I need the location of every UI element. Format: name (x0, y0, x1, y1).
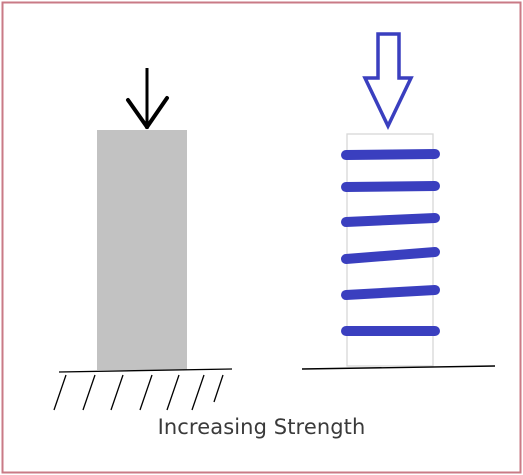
spiral-band (341, 285, 440, 300)
arrow-down-icon (126, 68, 169, 129)
caption: Increasing Strength (157, 415, 366, 439)
spiral-band (341, 247, 440, 264)
plain-column (97, 130, 187, 370)
spiral-reinforcement (341, 149, 440, 336)
ground-line (301, 365, 496, 370)
spiral-band (341, 149, 440, 160)
hollow-arrow-down-icon (362, 32, 414, 131)
spiral-band (341, 181, 440, 192)
reinforced-column-figure (301, 32, 496, 370)
spiral-band (341, 213, 440, 227)
plain-column-figure (53, 68, 233, 411)
ground-hatching (53, 368, 233, 411)
